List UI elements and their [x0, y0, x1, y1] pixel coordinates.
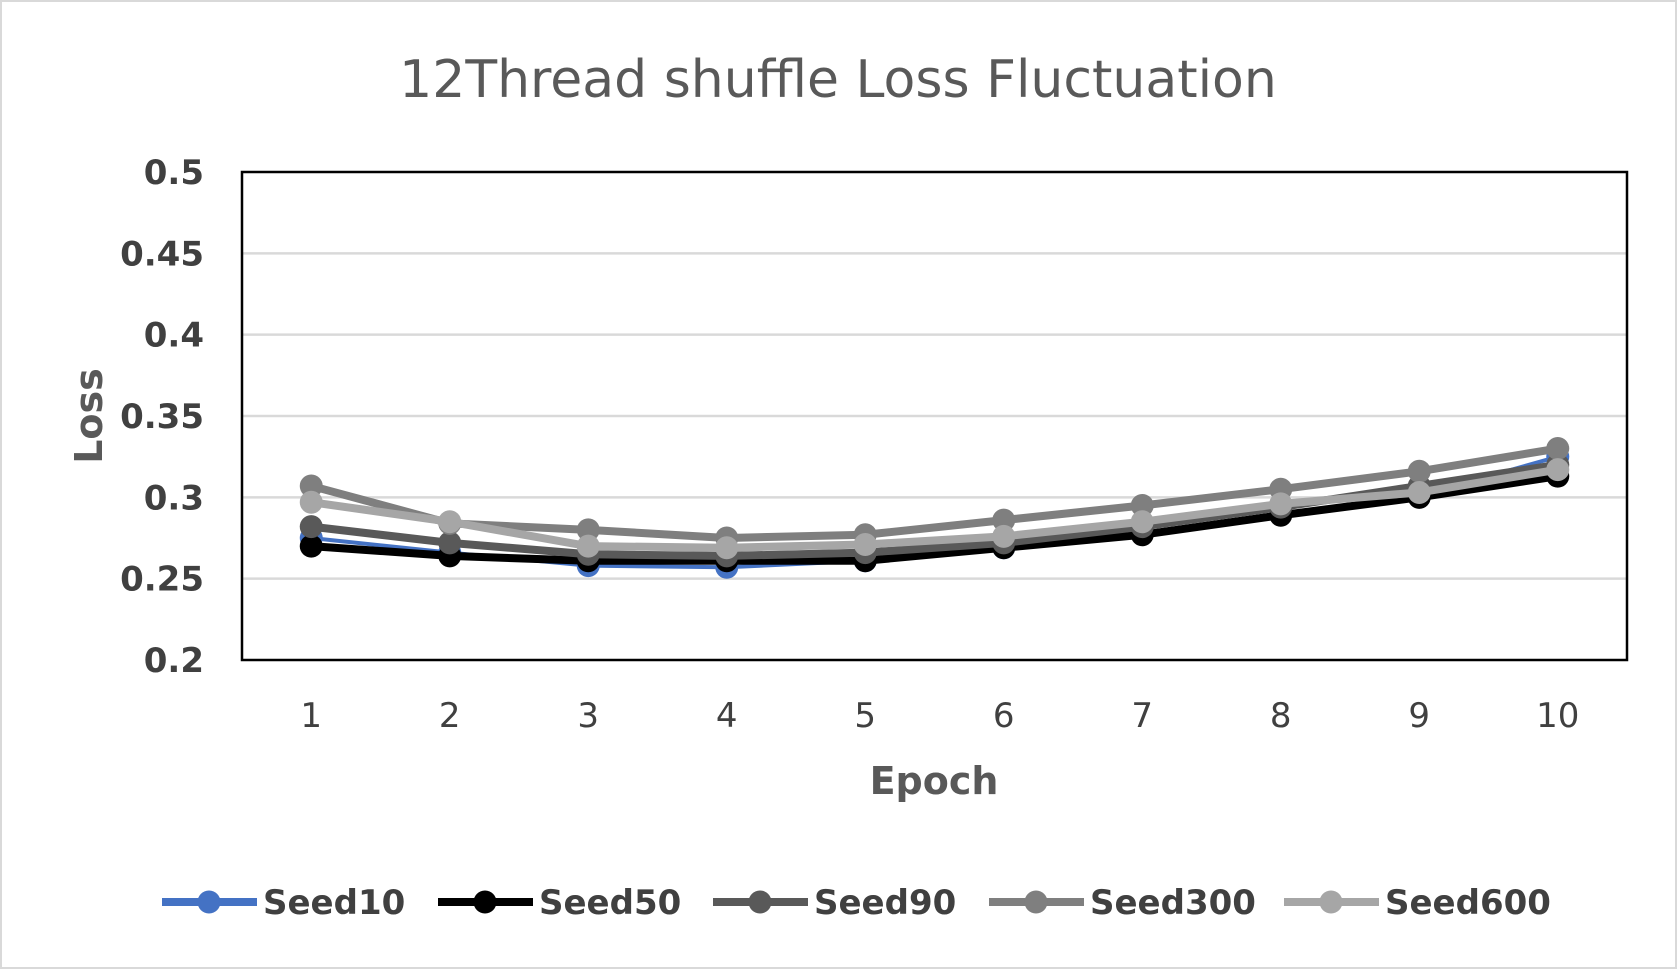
- x-tick-label: 9: [1408, 696, 1430, 736]
- x-tick-label: 4: [716, 696, 738, 736]
- y-tick-label: 0.2: [144, 641, 204, 681]
- plot-area-frame: [240, 170, 1629, 662]
- legend-label: Seed600: [1385, 883, 1551, 923]
- data-point: [1546, 437, 1570, 461]
- data-point: [853, 533, 877, 557]
- legend-label: Seed10: [263, 883, 405, 923]
- data-point: [438, 510, 462, 534]
- legend-swatch-marker: [473, 890, 497, 914]
- data-point: [299, 515, 323, 539]
- x-tick-label: 10: [1536, 696, 1579, 736]
- series-lines: [299, 437, 1570, 579]
- data-point: [438, 531, 462, 555]
- data-point: [715, 536, 739, 560]
- y-tick-label: 0.35: [120, 397, 204, 437]
- legend-item: Seed10: [162, 883, 405, 923]
- data-point: [992, 524, 1016, 548]
- data-point: [299, 474, 323, 498]
- y-axis-label: Loss: [67, 368, 111, 464]
- data-point: [1546, 458, 1570, 482]
- y-tick-label: 0.25: [120, 560, 204, 600]
- x-tick-label: 7: [1131, 696, 1153, 736]
- data-point: [576, 518, 600, 542]
- y-tick-label: 0.3: [144, 478, 204, 518]
- y-axis-ticks: 0.2 0.25 0.3 0.35 0.4 0.45 0.5: [120, 153, 204, 681]
- data-point: [1269, 492, 1293, 516]
- data-point: [1407, 459, 1431, 483]
- y-tick-label: 0.4: [144, 316, 204, 356]
- x-tick-label: 2: [439, 696, 461, 736]
- x-tick-label: 5: [854, 696, 876, 736]
- legend-item: Seed300: [989, 883, 1256, 923]
- series-seed50: [299, 464, 1570, 573]
- data-point: [992, 508, 1016, 532]
- chart-title: 12Thread shuffle Loss Fluctuation: [399, 50, 1277, 110]
- x-tick-label: 1: [300, 696, 322, 736]
- x-tick-label: 3: [577, 696, 599, 736]
- series-line: [310, 472, 1559, 565]
- x-axis-label: Epoch: [870, 759, 999, 803]
- series-seed600: [299, 458, 1570, 560]
- legend-label: Seed50: [539, 883, 681, 923]
- legend-label: Seed90: [814, 883, 956, 923]
- legend-item: Seed90: [713, 883, 956, 923]
- legend-label: Seed300: [1090, 883, 1256, 923]
- x-tick-label: 6: [993, 696, 1015, 736]
- legend-swatch-marker: [1319, 890, 1343, 914]
- series-seed90: [299, 453, 1570, 568]
- data-point: [1130, 493, 1154, 517]
- x-axis-ticks: 1 2 3 4 5 6 7 8 9 10: [300, 696, 1579, 736]
- legend-swatch-marker: [748, 890, 772, 914]
- data-point: [1130, 510, 1154, 534]
- data-point: [1407, 480, 1431, 504]
- x-tick-label: 8: [1270, 696, 1292, 736]
- series-line: [310, 444, 1559, 542]
- legend-swatch-marker: [1024, 890, 1048, 914]
- data-point: [299, 534, 323, 558]
- legend-item: Seed50: [438, 883, 681, 923]
- series-line: [310, 465, 1559, 552]
- legend: Seed10 Seed50 Seed90 Seed300 Seed600: [162, 883, 1551, 923]
- y-tick-label: 0.45: [120, 234, 204, 274]
- data-point: [576, 534, 600, 558]
- data-point: [299, 490, 323, 514]
- y-tick-label: 0.5: [144, 153, 204, 193]
- legend-swatch-marker: [197, 890, 221, 914]
- legend-item: Seed600: [1284, 883, 1551, 923]
